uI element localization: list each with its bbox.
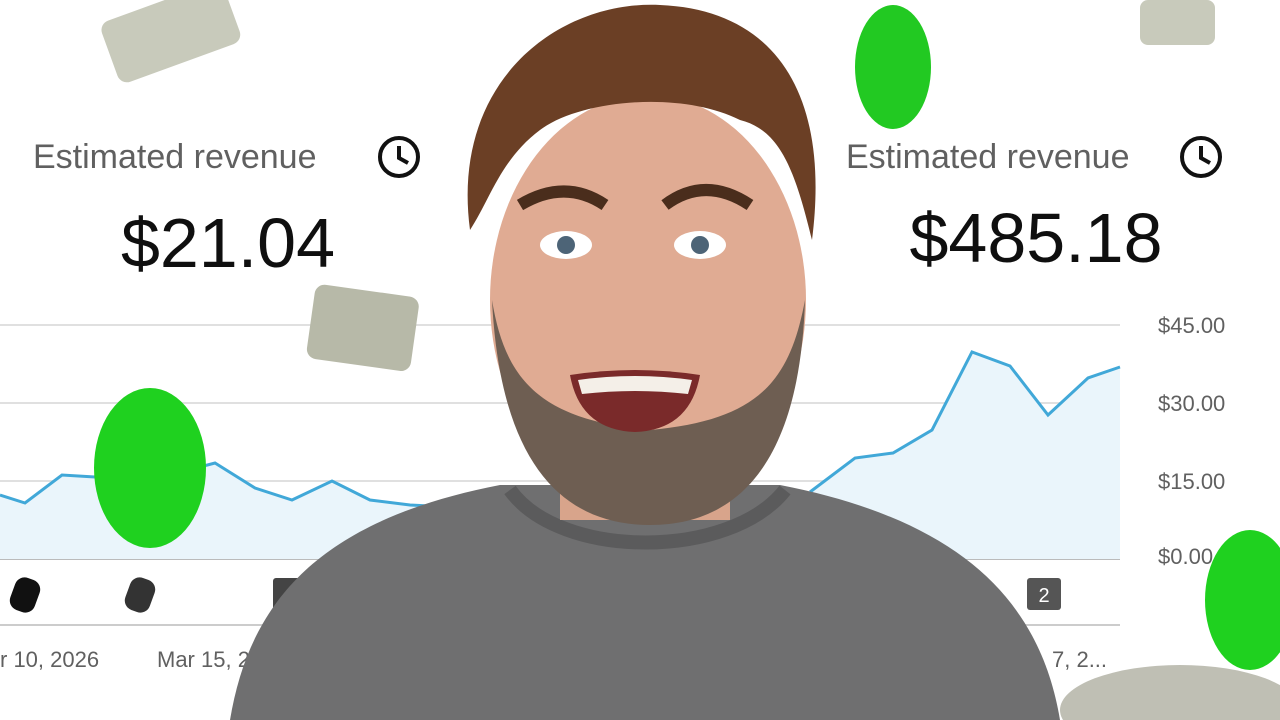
money-roll [855, 5, 931, 129]
shirt [230, 485, 1060, 720]
y-tick-label: $45.00 [1158, 313, 1225, 338]
badge-box [1027, 578, 1061, 610]
clock-icon [378, 136, 420, 178]
date-label: 7, 2... [1052, 647, 1107, 672]
clock-hands [1199, 146, 1211, 165]
collar [504, 485, 791, 550]
date-label: Mar 15, 2 [157, 647, 250, 672]
area-right [810, 352, 1120, 559]
person [230, 4, 1060, 720]
metric-value: $485.18 [909, 199, 1162, 277]
clock-icon [1180, 136, 1222, 178]
money-roll [1205, 530, 1280, 670]
y-tick-label: $0.00 [1158, 544, 1213, 569]
money-roll [94, 388, 206, 548]
beard [492, 300, 805, 525]
banknote [306, 284, 419, 372]
metric-value: $21.04 [121, 204, 335, 282]
y-tick-label: $15.00 [1158, 469, 1225, 494]
banknote [1140, 0, 1215, 45]
line-left [0, 461, 491, 509]
money [94, 0, 1280, 720]
clock-hands [397, 146, 409, 165]
money-pile [1060, 665, 1280, 720]
hair [467, 4, 816, 240]
shorts-icon [124, 577, 156, 613]
metric-label: Estimated revenue [846, 138, 1130, 176]
pupil [557, 236, 575, 254]
shorts-icon [9, 577, 41, 613]
metric-label: Estimated revenue [33, 138, 317, 176]
banknote [101, 0, 241, 83]
line-right [809, 350, 1121, 494]
teeth [578, 376, 692, 394]
eyebrow [516, 185, 609, 211]
pupil [691, 236, 709, 254]
eyebrow [661, 184, 754, 211]
date-label: r 10, 2026 [0, 647, 99, 672]
y-tick-label: $30.00 [1158, 391, 1225, 416]
badge-label: 2 [1038, 585, 1049, 607]
